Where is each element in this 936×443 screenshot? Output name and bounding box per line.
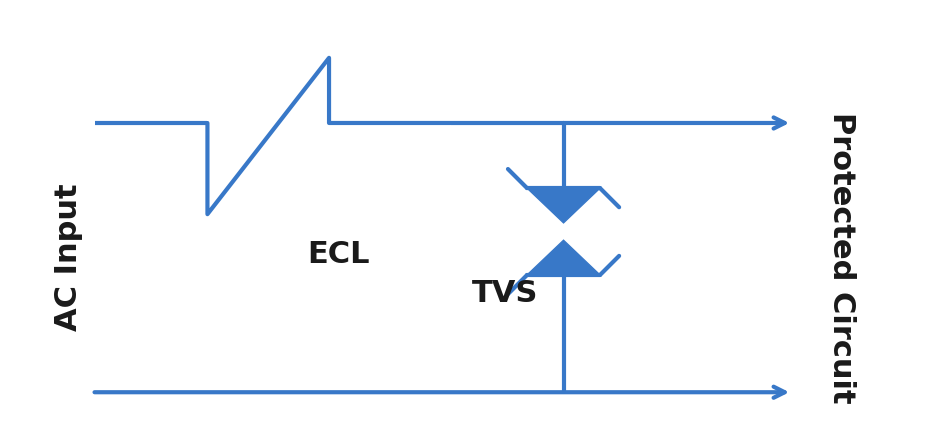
Text: ECL: ECL [307,240,370,269]
Polygon shape [527,240,600,275]
Text: AC Input: AC Input [54,184,83,331]
Text: Protected Circuit: Protected Circuit [827,112,856,404]
Text: TVS: TVS [473,280,539,308]
Polygon shape [527,188,600,223]
